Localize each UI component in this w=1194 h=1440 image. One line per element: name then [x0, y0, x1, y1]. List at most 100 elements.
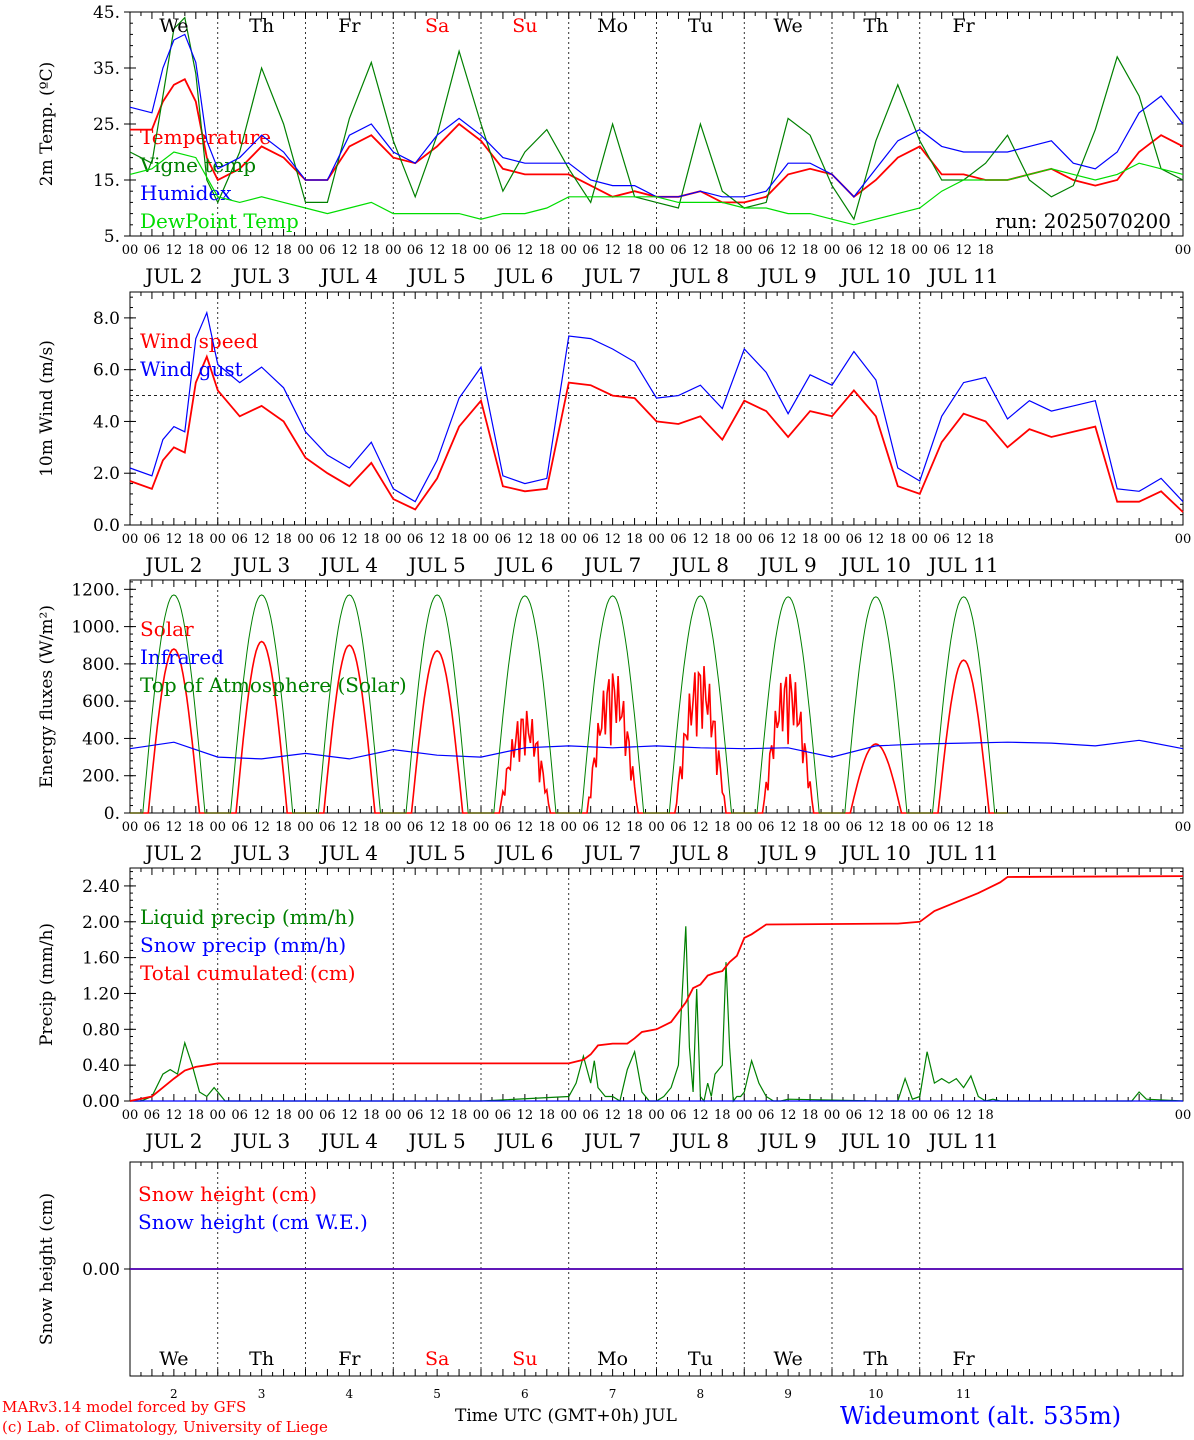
date-label: JUL 4: [319, 264, 378, 288]
hour-tick-label: 12: [166, 820, 183, 835]
hour-tick-label: 12: [780, 1108, 797, 1123]
hour-tick-label: 12: [253, 243, 270, 258]
temperature-series-vigne-temp: [129, 16, 1184, 221]
energy-series-solar: [481, 710, 569, 814]
date-label: JUL 10: [839, 1129, 911, 1153]
energy-y-tick-label: 200.: [82, 767, 120, 787]
date-label: JUL 8: [670, 1129, 729, 1153]
hour-tick-label: 06: [933, 820, 950, 835]
hour-tick-label: 12: [692, 243, 709, 258]
wind-y-tick-label: 4.0: [93, 412, 120, 432]
hour-tick-label: 12: [429, 820, 446, 835]
hour-tick-label: 00: [736, 1108, 753, 1123]
day-number-label: 8: [697, 1387, 705, 1401]
hour-tick-label: 06: [407, 243, 424, 258]
hour-tick-label: 18: [539, 243, 556, 258]
wind-y-tick-label: 0.0: [93, 516, 120, 536]
temperature-run-annotation: run: 2025070200: [995, 209, 1171, 233]
energy-series-solar: [919, 659, 1008, 814]
hour-tick-label: 00: [560, 243, 577, 258]
hour-tick-label: 00: [209, 820, 226, 835]
hour-tick-label: 12: [604, 243, 621, 258]
hour-tick-label: 12: [517, 532, 534, 547]
hour-tick-label: 18: [363, 820, 380, 835]
hour-tick-label: 00: [122, 820, 139, 835]
weekday-label: Sa: [425, 1348, 449, 1370]
energy-series-top-of-atmosphere-solar-legend: Top of Atmosphere (Solar): [140, 673, 407, 697]
date-label: JUL 11: [927, 264, 999, 288]
hour-tick-label: 12: [341, 532, 358, 547]
weekday-label: Su: [512, 15, 537, 37]
hour-tick-label: 00: [209, 532, 226, 547]
energy-series-top-of-atmosphere-solar: [832, 596, 920, 814]
day-number-label: 4: [346, 1387, 354, 1401]
energy-series-top-of-atmosphere-solar: [568, 595, 657, 814]
wind-series-wind-speed-legend: Wind speed: [140, 329, 258, 353]
energy-series-solar: [305, 644, 394, 814]
weekday-label: Mo: [597, 1348, 628, 1370]
hour-tick-label: 00: [911, 532, 928, 547]
station-name: Wideumont (alt. 535m): [840, 1402, 1122, 1430]
hour-tick-label: 12: [253, 1108, 270, 1123]
hour-tick-label: 00: [560, 532, 577, 547]
hour-tick-label: 00: [648, 532, 665, 547]
wind-series-wind-speed: [129, 354, 1184, 513]
hour-tick-label: 12: [868, 820, 885, 835]
hour-tick-label: 00: [648, 1108, 665, 1123]
date-label: JUL 9: [758, 264, 817, 288]
hour-tick-label: 06: [670, 532, 687, 547]
hour-tick-label: 18: [275, 820, 292, 835]
hour-tick-label: 06: [670, 820, 687, 835]
temperature-y-tick-label: 15.: [93, 171, 120, 191]
weekday-label: We: [774, 1348, 803, 1370]
wind-y-tick-label: 2.0: [93, 464, 120, 484]
wind-y-tick-label: 6.0: [93, 361, 120, 381]
hour-tick-label: 00: [824, 532, 841, 547]
hour-tick-label: 06: [846, 243, 863, 258]
hour-tick-label: 12: [341, 820, 358, 835]
weekday-label: We: [774, 15, 803, 37]
hour-tick-label: 18: [890, 243, 907, 258]
hour-tick-label: 00: [122, 243, 139, 258]
hour-tick-label: 12: [604, 820, 621, 835]
date-label: JUL 4: [319, 553, 378, 577]
date-label: JUL 10: [839, 264, 911, 288]
hour-tick-label: 06: [231, 820, 248, 835]
precip-y-tick-label: 2.40: [82, 877, 120, 897]
hour-tick-label: 12: [868, 532, 885, 547]
hour-tick-label: 06: [319, 1108, 336, 1123]
hour-tick-label: 00: [1175, 1108, 1192, 1123]
hour-tick-label: 18: [626, 1108, 643, 1123]
hour-tick-label: 00: [1175, 243, 1192, 258]
snow-series-snow-height-cm-legend: Snow height (cm): [138, 1182, 317, 1206]
date-label: JUL 3: [231, 264, 290, 288]
temperature-series-humidex: [129, 33, 1184, 198]
hour-tick-label: 12: [604, 532, 621, 547]
hour-tick-label: 00: [824, 243, 841, 258]
hour-tick-label: 18: [275, 1108, 292, 1123]
date-label: JUL 10: [839, 841, 911, 865]
hour-tick-label: 00: [1175, 532, 1192, 547]
precip-y-tick-label: 1.20: [82, 984, 120, 1004]
hour-tick-label: 18: [451, 243, 468, 258]
hour-tick-label: 12: [166, 1108, 183, 1123]
hour-tick-label: 12: [253, 532, 270, 547]
hour-tick-label: 00: [736, 243, 753, 258]
hour-tick-label: 00: [209, 1108, 226, 1123]
hour-tick-label: 12: [955, 820, 972, 835]
hour-tick-label: 00: [385, 820, 402, 835]
hour-tick-label: 00: [736, 532, 753, 547]
hour-tick-label: 00: [122, 1108, 139, 1123]
hour-tick-label: 12: [341, 1108, 358, 1123]
weekday-label: Fr: [952, 1348, 975, 1370]
hour-tick-label: 00: [824, 820, 841, 835]
hour-tick-label: 00: [824, 1108, 841, 1123]
temperature-y-axis-label: 2m Temp. (ºC): [37, 62, 57, 187]
snow-y-tick-label: 0.00: [82, 1260, 120, 1280]
hour-tick-label: 06: [407, 532, 424, 547]
hour-tick-label: 18: [626, 532, 643, 547]
weekday-label: Th: [863, 15, 888, 37]
wind-series-wind-gust-legend: Wind gust: [140, 357, 243, 381]
date-label: JUL 11: [927, 841, 999, 865]
hour-tick-label: 00: [473, 820, 490, 835]
